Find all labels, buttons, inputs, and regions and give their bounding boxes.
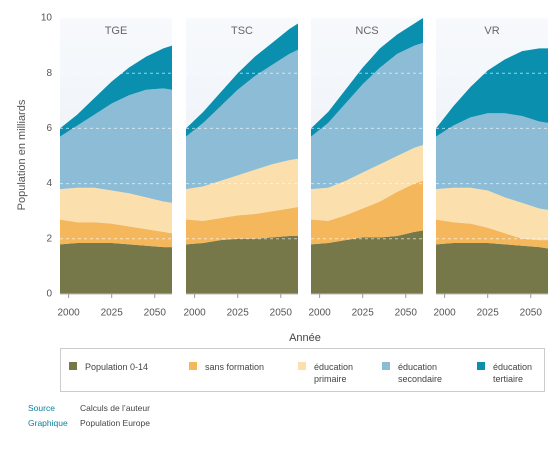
source-note: Source Calculs de l’auteur [28, 403, 150, 413]
x-tick-label: 2025 [227, 308, 250, 319]
panel-title: TGE [105, 25, 128, 37]
panel-title: VR [484, 25, 499, 37]
legend: Population 0-14 sans formation éducation p… [60, 348, 545, 392]
x-tick-label: 2025 [101, 308, 124, 319]
area [186, 236, 298, 294]
x-axis-label: Année [289, 332, 321, 344]
x-tick-label: 2000 [308, 308, 331, 319]
area [311, 18, 423, 137]
graphic-label: Graphique [28, 418, 68, 428]
panel-title: NCS [355, 25, 378, 37]
legend-swatch [477, 362, 485, 370]
area [186, 49, 298, 190]
legend-item: Population 0-14 [69, 361, 151, 373]
legend-label: sans formation [205, 362, 265, 372]
y-tick-label: 4 [46, 178, 52, 189]
x-tick-label: 2000 [433, 308, 456, 319]
source-text: Calculs de l’auteur [80, 403, 150, 413]
legend-label: éducation primaire [314, 362, 354, 384]
x-tick-label: 2000 [57, 308, 80, 319]
area [186, 158, 298, 221]
area [186, 207, 298, 245]
x-tick-label: 2025 [477, 308, 500, 319]
area [60, 187, 172, 234]
source-label: Source [28, 403, 55, 413]
area [60, 242, 172, 294]
legend-item: éducation primaire [298, 361, 380, 385]
area [311, 230, 423, 294]
y-tick-label: 8 [46, 68, 52, 79]
legend-swatch [382, 362, 390, 370]
legend-item: sans formation [189, 361, 271, 373]
graphic-text: Population Europe [80, 418, 150, 428]
area [436, 219, 548, 249]
x-tick-label: 2050 [395, 308, 418, 319]
x-tick-label: 2050 [270, 308, 293, 319]
area [311, 180, 423, 245]
y-axis-label: Population en milliards [16, 99, 28, 210]
panel-title: TSC [231, 25, 253, 37]
x-tick-label: 2000 [183, 308, 206, 319]
legend-swatch [189, 362, 197, 370]
legend-label: éducation tertiaire [493, 362, 533, 384]
area [311, 42, 423, 190]
chart: Population en milliards Année 0 2 4 6 8 10 200… [16, 13, 548, 344]
legend-label: Population 0-14 [85, 362, 149, 372]
area [436, 242, 548, 294]
legend-item: éducation tertiaire [477, 361, 555, 385]
area [60, 45, 172, 137]
legend-item: éducation secondaire [382, 361, 464, 385]
y-tick-label: 2 [46, 233, 52, 244]
area [436, 187, 548, 241]
area [60, 219, 172, 248]
y-tick-label: 0 [46, 289, 52, 300]
legend-label: éducation secondaire [398, 362, 443, 384]
graphic-note: Graphique Population Europe [28, 418, 150, 428]
x-tick-label: 2025 [352, 308, 375, 319]
x-tick-label: 2050 [144, 308, 167, 319]
area [60, 88, 172, 203]
y-tick-label: 6 [46, 123, 52, 134]
y-tick-label: 10 [41, 13, 53, 24]
legend-swatch [298, 362, 306, 370]
area [436, 48, 548, 137]
legend-swatch [69, 362, 77, 370]
area [311, 144, 423, 221]
area [186, 23, 298, 137]
x-tick-label: 2050 [520, 308, 543, 319]
area [436, 113, 548, 210]
